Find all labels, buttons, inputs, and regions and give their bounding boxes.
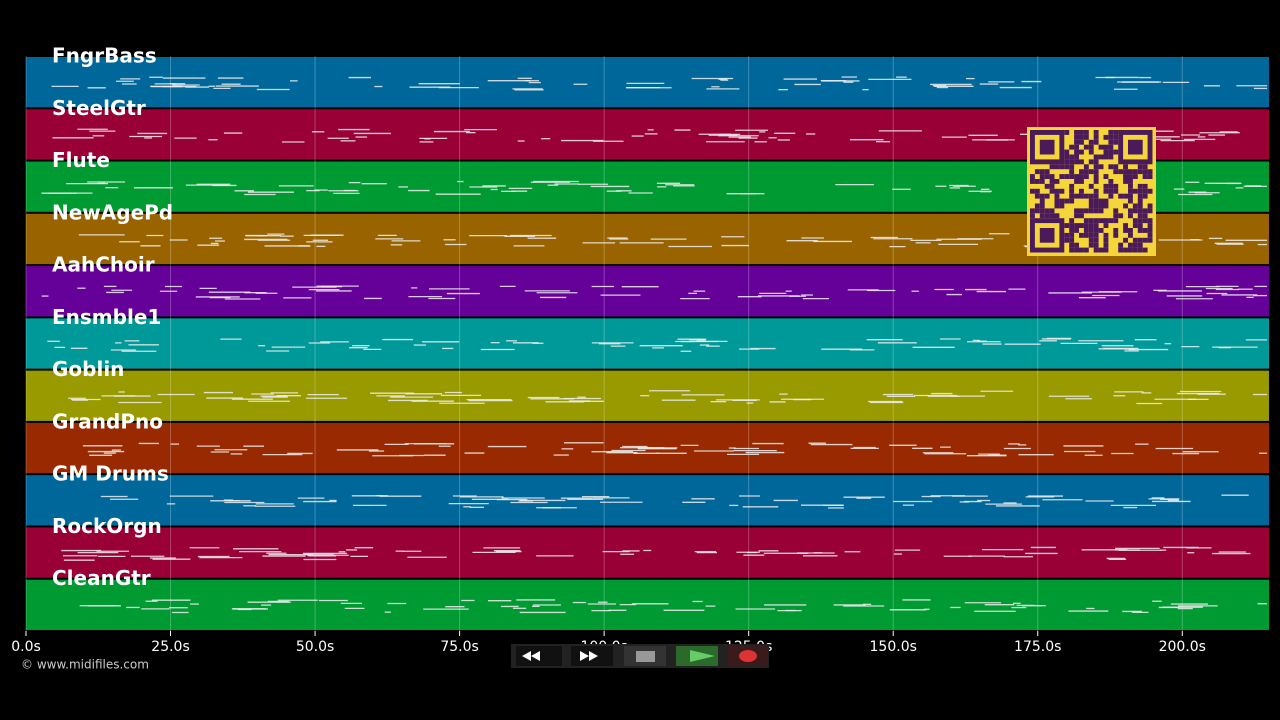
track-name: SteelGtr [52,96,146,120]
tick-label: 50.0s [296,639,334,655]
grid: 0.0s25.0s50.0s75.0s100.0s125.0s150.0s175… [11,56,1206,655]
track-name: CleanGtr [52,566,151,590]
tick-label: 0.0s [11,639,41,655]
track-name: GM Drums [52,462,169,486]
credit: © www.midifiles.com [21,658,149,672]
controls [511,644,769,668]
track-name: FngrBass [52,44,157,68]
track-name: AahChoir [52,253,155,277]
qr-code [1027,127,1156,256]
lane [26,579,1269,630]
stop-button[interactable] [624,646,666,666]
tick-label: 200.0s [1159,639,1206,655]
track-name: NewAgePd [52,200,173,224]
tick-label: 150.0s [870,639,917,655]
tick-label: 75.0s [440,639,478,655]
tick-label: 25.0s [151,639,189,655]
play-button[interactable] [676,646,718,666]
track-name: RockOrgn [52,514,162,538]
lane [26,527,1269,578]
track-name: GrandPno [52,409,163,433]
track-name: Goblin [52,357,124,381]
tick-label: 175.0s [1014,639,1061,655]
track-name: Ensmble1 [52,305,161,329]
lane [26,266,1269,317]
lane [26,57,1269,108]
labels: FngrBass SteelGtr Flute NewAgePd AahChoir Ens… [52,44,173,591]
forward-button[interactable] [571,646,613,666]
rewind-button[interactable] [516,646,562,666]
track-name: Flute [52,148,110,172]
record-button[interactable] [728,646,768,666]
